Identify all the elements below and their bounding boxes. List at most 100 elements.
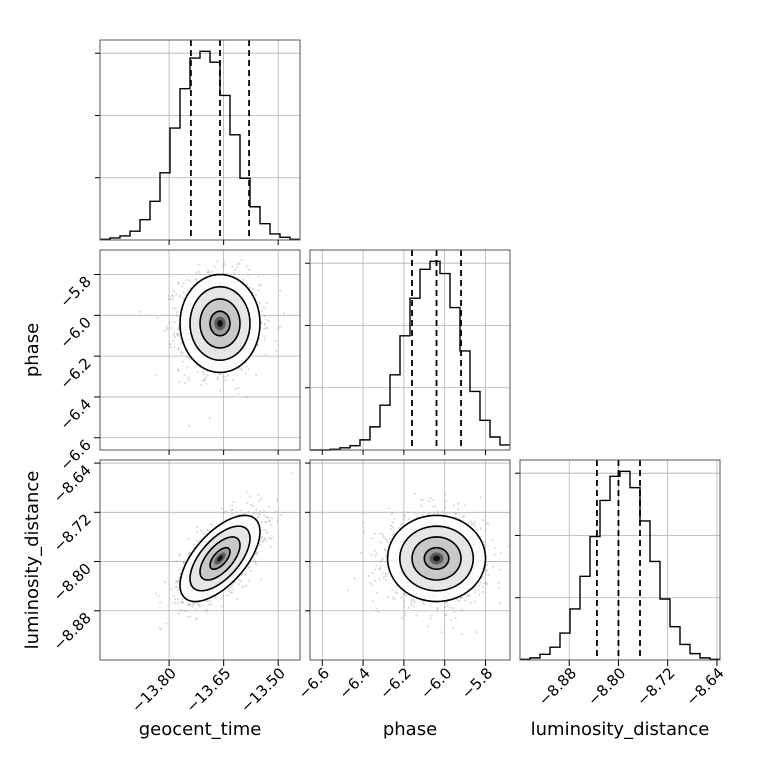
scatter-point [237,583,240,586]
scatter-point [399,596,403,599]
scatter-point [388,537,391,540]
x-tick-label: −8.88 [535,664,580,709]
scatter-point [485,522,488,525]
scatter-point [406,510,410,514]
scatter-point [181,600,185,604]
scatter-point [385,578,388,582]
scatter-point [172,298,175,301]
scatter-point [177,327,180,330]
scatter-point [260,521,263,524]
scatter-point [353,577,356,580]
scatter-point [183,609,187,612]
scatter-point [403,593,406,596]
scatter-point [263,538,266,541]
scatter-point [481,586,485,589]
scatter-point [231,513,234,516]
scatter-point [403,614,407,617]
scatter-point [256,517,259,520]
scatter-point [421,601,424,604]
scatter-point [192,603,195,606]
scatter-point [361,521,365,524]
scatter-point [169,297,172,300]
scatter-point [197,270,200,273]
x-axis-label-luminosity_distance: luminosity_distance [531,719,710,740]
scatter-point [391,588,394,592]
scatter-point [181,297,184,300]
scatter-point [170,294,174,297]
scatter-point [393,598,396,601]
scatter-point [467,522,470,525]
scatter-point [195,530,199,533]
scatter-point [173,332,176,335]
scatter-point [231,265,234,268]
scatter-point [493,553,496,556]
scatter-point [381,533,384,536]
scatter-point [179,342,183,345]
scatter-point [362,530,366,533]
scatter-point [256,512,259,516]
scatter-point [206,608,209,611]
scatter-point [249,503,253,507]
scatter-point [175,580,178,583]
scatter-point [182,282,185,285]
scatter-point [258,510,262,513]
scatter-point [214,596,217,599]
scatter-point [170,588,173,591]
scatter-point [239,509,242,512]
scatter-point [175,293,178,296]
scatter-point [391,533,394,536]
scatter-point [384,538,387,541]
scatter-point [172,339,175,343]
scatter-point [229,591,232,595]
scatter-point [195,617,198,620]
scatter-point [187,379,190,382]
scatter-point [449,618,453,622]
scatter-point [211,525,214,528]
scatter-point [457,599,460,603]
scatter-point [491,538,494,541]
scatter-point [463,515,466,518]
scatter-point [181,602,184,605]
scatter-point [235,266,239,269]
scatter-point [208,603,211,606]
scatter-point [188,603,191,606]
scatter-point [451,607,455,610]
scatter-point [240,259,243,262]
scatter-point [263,315,266,318]
scatter-point [461,515,464,519]
scatter-point [246,501,249,505]
scatter-point [177,328,180,331]
scatter-point [201,604,204,607]
scatter-point [420,497,423,501]
contour-line [179,273,261,374]
scatter-point [187,425,191,428]
scatter-point [249,569,252,572]
scatter-point [426,625,429,628]
scatter-point [515,550,517,552]
scatter-point [220,507,223,510]
histogram-luminosity_distance [520,470,720,660]
scatter-point [279,513,282,517]
scatter-point [375,607,378,610]
scatter-point [216,377,219,380]
panel-frame [519,459,721,661]
contour-line [209,546,231,571]
scatter-point [375,552,378,555]
scatter-point [182,561,185,565]
y-axis-label-luminosity_distance: luminosity_distance [22,471,43,650]
scatter-point [260,536,264,539]
scatter-point [263,328,266,331]
scatter-point [210,602,213,606]
scatter-point [172,595,175,598]
scatter-point [233,272,236,275]
scatter-point [263,537,266,540]
scatter-point [360,551,363,555]
scatter-point [263,514,266,518]
scatter-point [499,552,502,555]
scatter-point [443,606,446,609]
scatter-point [249,287,252,290]
scatter-point [236,263,240,266]
scatter-point [168,343,171,346]
scatter-point [413,492,416,495]
scatter-point [176,333,179,336]
